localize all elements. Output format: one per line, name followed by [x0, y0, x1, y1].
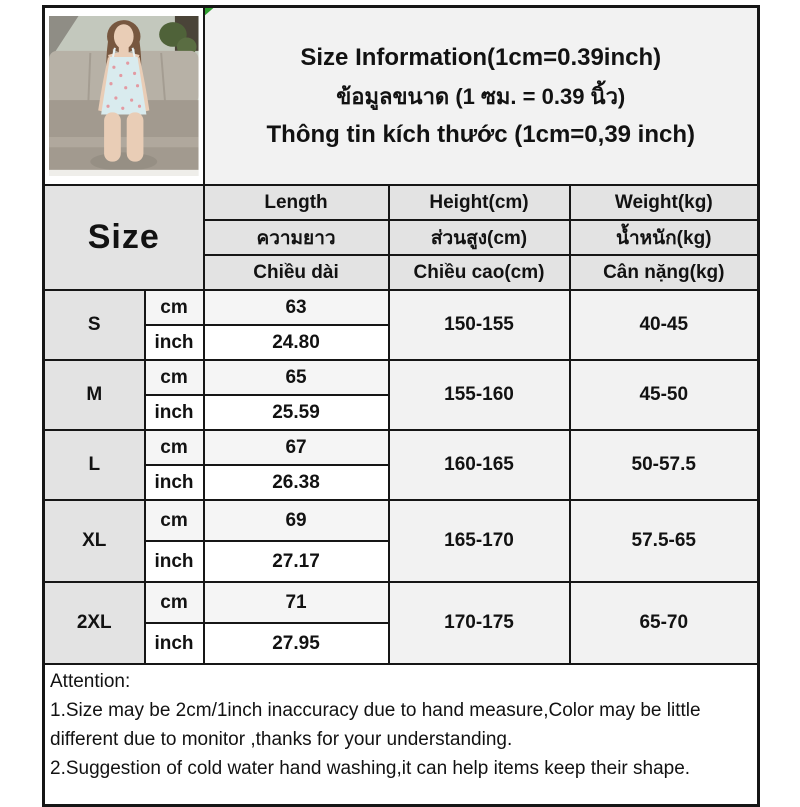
size-header: Size — [42, 184, 205, 291]
length-cm-value: 67 — [202, 429, 390, 466]
col-header-height-en: Height(cm) — [387, 184, 571, 221]
product-photo-cell — [42, 5, 205, 186]
size-label-xl: XL — [42, 499, 146, 583]
size-label-2xl: 2XL — [42, 581, 146, 665]
size-label-s: S — [42, 289, 146, 361]
title-vietnamese: Thông tin kích thước (1cm=0,39 inch) — [266, 120, 696, 148]
length-cm-value: 69 — [202, 499, 390, 542]
height-range: 165-170 — [387, 499, 571, 583]
attention-section: Attention: 1.Size may be 2cm/1inch inacc… — [42, 663, 760, 807]
unit-label-cm: cm — [143, 499, 205, 542]
height-range: 170-175 — [387, 581, 571, 665]
header-row-thai: ความยาว ส่วนสูง(cm) น้ำหนัก(kg) — [44, 219, 760, 256]
table-row: XL cm 69 165-170 57.5-65 — [42, 499, 760, 583]
length-cm-value: 63 — [202, 289, 390, 326]
unit-label-inch: inch — [143, 324, 205, 361]
height-range: 160-165 — [387, 429, 571, 501]
unit-label-cm: cm — [143, 289, 205, 326]
table-row: M cm 65 155-160 45-50 — [42, 359, 760, 431]
length-cm-value: 71 — [202, 581, 390, 624]
unit-label-inch: inch — [143, 464, 205, 501]
size-label-l: L — [42, 429, 146, 501]
header-row-english: Size Length Height(cm) Weight(kg) — [42, 184, 760, 291]
col-header-length-en: Length — [202, 184, 390, 221]
unit-label-inch: inch — [143, 622, 205, 665]
attention-note-1: 1.Size may be 2cm/1inch inaccuracy due t… — [50, 699, 701, 750]
table-row: L cm 67 160-165 50-57.5 — [42, 429, 760, 501]
table-row: inch 24.80 — [44, 324, 759, 361]
length-inch-value: 26.38 — [202, 464, 390, 501]
product-photo — [49, 16, 199, 176]
title-cell: Size Information(1cm=0.39inch) ข้อมูลขนา… — [202, 5, 760, 186]
length-inch-value: 27.17 — [202, 540, 390, 583]
unit-label-cm: cm — [143, 581, 205, 624]
col-header-weight-en: Weight(kg) — [568, 184, 760, 221]
table-row: inch 27.17 — [44, 540, 759, 583]
title-thai: ข้อมูลขนาด (1 ซม. = 0.39 นิ้ว) — [336, 83, 626, 109]
unit-label-cm: cm — [143, 359, 205, 396]
col-header-height-vi: Chiều cao(cm) — [387, 254, 571, 291]
col-header-weight-th: น้ำหนัก(kg) — [568, 219, 760, 256]
table-row: inch 25.59 — [44, 394, 759, 431]
header-row-vietnamese: Chiều dài Chiều cao(cm) Cân nặng(kg) — [44, 254, 760, 291]
table-row: inch 27.95 — [44, 622, 759, 665]
table-row: S cm 63 150-155 40-45 — [42, 289, 760, 361]
title-english: Size Information(1cm=0.39inch) — [300, 43, 662, 71]
title-stack: Size Information(1cm=0.39inch) ข้อมูลขนา… — [206, 8, 757, 183]
unit-label-inch: inch — [143, 394, 205, 431]
green-corner-icon — [205, 8, 218, 17]
size-chart-sheet: Size Information(1cm=0.39inch) ข้อมูลขนา… — [42, 5, 761, 807]
length-inch-value: 24.80 — [202, 324, 390, 361]
height-range: 155-160 — [387, 359, 571, 431]
size-label-m: M — [42, 359, 146, 431]
length-inch-value: 25.59 — [202, 394, 390, 431]
table-row: inch 26.38 — [44, 464, 759, 501]
col-header-length-th: ความยาว — [202, 219, 390, 256]
attention-heading: Attention: — [50, 671, 131, 692]
weight-range: 57.5-65 — [568, 499, 760, 583]
size-table: Size Information(1cm=0.39inch) ข้อมูลขนา… — [42, 5, 761, 807]
length-cm-value: 65 — [202, 359, 390, 396]
attention-note-2: 2.Suggestion of cold water hand washing,… — [50, 757, 691, 779]
col-header-weight-vi: Cân nặng(kg) — [568, 254, 760, 291]
length-inch-value: 27.95 — [202, 622, 390, 665]
weight-range: 65-70 — [568, 581, 760, 665]
weight-range: 50-57.5 — [568, 429, 760, 501]
unit-label-cm: cm — [143, 429, 205, 466]
table-row: 2XL cm 71 170-175 65-70 — [42, 581, 760, 665]
unit-label-inch: inch — [143, 540, 205, 583]
height-range: 150-155 — [387, 289, 571, 361]
col-header-height-th: ส่วนสูง(cm) — [387, 219, 571, 256]
top-section: Size Information(1cm=0.39inch) ข้อมูลขนา… — [42, 5, 760, 186]
col-header-length-vi: Chiều dài — [202, 254, 390, 291]
weight-range: 45-50 — [568, 359, 760, 431]
weight-range: 40-45 — [568, 289, 760, 361]
product-photo-illustration — [49, 16, 199, 176]
attention-cell: Attention: 1.Size may be 2cm/1inch inacc… — [42, 663, 760, 807]
